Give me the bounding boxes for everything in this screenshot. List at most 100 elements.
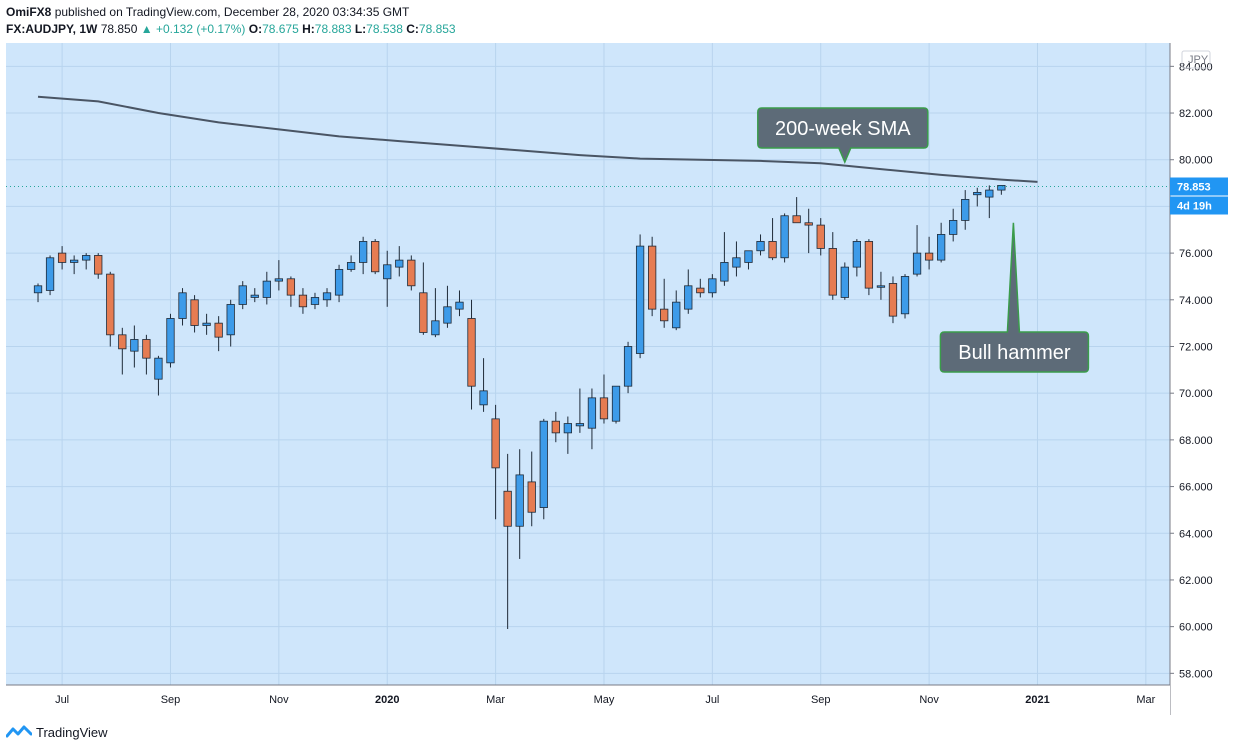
candle-body [876, 285, 886, 288]
time-axis[interactable]: Jul Sep Nov 2020 Mar May Jul Sep Nov 2021 Mar [6, 684, 1170, 715]
x-tick-label: Mar [486, 694, 505, 706]
chart-header: OmiFX8 published on TradingView.com, Dec… [6, 4, 1227, 40]
last-price-tag [1170, 177, 1228, 196]
candle-body [118, 334, 127, 350]
candle-body [888, 283, 898, 317]
candle-body [551, 420, 560, 434]
y-tick-label: 64.000 [1179, 528, 1213, 540]
chart-container[interactable]: 200-week SMA Bull hammer 58.000 60.000 62.0… [6, 43, 1228, 715]
publish-line: OmiFX8 published on TradingView.com, Dec… [6, 4, 1227, 21]
last-price: 78.850 [100, 22, 138, 36]
candlestick-chart[interactable]: 200-week SMA Bull hammer 58.000 60.000 62.0… [6, 43, 1228, 715]
candle-body [178, 292, 187, 319]
candle-body [202, 322, 211, 326]
countdown-tag-label: 4d 19h [1177, 201, 1212, 213]
candle-body [166, 318, 175, 364]
high-label: H: [302, 22, 315, 36]
candle-body [106, 273, 115, 336]
candle-body [503, 490, 512, 527]
low-label: L: [354, 22, 367, 36]
candle-body [587, 397, 597, 429]
candle-body [756, 241, 765, 252]
candle-body [961, 199, 970, 221]
candle-body [322, 292, 332, 301]
x-tick-label: Nov [919, 694, 939, 706]
candle-body [696, 287, 705, 294]
low-value: 78.538 [366, 22, 403, 36]
price-axis[interactable]: 58.000 60.000 62.000 64.000 66.000 68.000 70.0… [1169, 43, 1228, 715]
y-tick-label: 70.000 [1179, 388, 1213, 400]
candle-body [371, 241, 380, 273]
candle-body [467, 318, 476, 387]
candle-body [383, 264, 392, 280]
x-tick-label: Jul [55, 694, 69, 706]
price-change: +0.132 (+0.17%) [155, 22, 246, 36]
candle-body [190, 299, 199, 326]
y-tick-label: 62.000 [1179, 575, 1213, 587]
candle-body [660, 308, 669, 322]
candle-body [455, 301, 464, 310]
candle-body [226, 304, 235, 336]
x-tick-label: 2020 [375, 694, 399, 706]
candle-body [142, 339, 151, 359]
high-value: 78.883 [314, 22, 352, 36]
x-tick-label: Jul [705, 694, 719, 706]
candle-body [130, 339, 139, 352]
candle-body [491, 418, 500, 469]
candle-body [94, 255, 103, 275]
candle-body [949, 220, 958, 235]
candle-body [479, 390, 488, 406]
candle-body [238, 285, 247, 305]
x-tick-label: Nov [269, 694, 289, 706]
footer-brand[interactable]: TradingView [36, 724, 108, 740]
candle-body [407, 259, 416, 287]
currency-label: JPY [1188, 54, 1209, 66]
open-label: O: [248, 22, 263, 36]
candle-body [828, 248, 837, 296]
x-tick-label: Mar [1136, 694, 1155, 706]
published-text: published on TradingView.com, December 2… [54, 5, 410, 19]
sma-callout [757, 107, 929, 164]
candle-body [648, 245, 657, 310]
price-axis-bg [1170, 43, 1228, 685]
candle-body [937, 234, 946, 261]
candle-body [395, 259, 404, 268]
y-tick-label: 58.000 [1179, 668, 1213, 680]
candle-body [346, 262, 356, 270]
y-tick-label: 72.000 [1179, 341, 1213, 353]
y-tick-label: 66.000 [1179, 482, 1213, 494]
countdown-tag [1170, 196, 1228, 215]
currency-box [1181, 50, 1211, 69]
footer: TradingView [6, 720, 108, 744]
candle-body [82, 255, 91, 261]
sma-callout-label: 200-week SMA [775, 118, 911, 140]
last-price-tag-label: 78.853 [1177, 182, 1211, 194]
annotations-layer: 200-week SMA Bull hammer [757, 107, 1090, 373]
candle-body [419, 292, 428, 333]
x-tick-label: May [594, 694, 615, 706]
candle-body [599, 397, 609, 420]
candle-body [262, 280, 271, 298]
candles-layer [33, 185, 1006, 629]
candle-body [635, 245, 645, 354]
y-tick-label: 60.000 [1179, 622, 1213, 634]
candle-body [286, 278, 296, 296]
hammer-callout-label: Bull hammer [958, 342, 1071, 364]
candle-body [924, 252, 934, 261]
time-axis-bg [6, 685, 1170, 715]
candle-body [563, 423, 572, 434]
symbol-label[interactable]: FX:AUDJPY, 1W [6, 22, 98, 36]
candle-body [708, 278, 717, 294]
tradingview-logo-icon[interactable] [6, 724, 32, 740]
candle-body [816, 224, 825, 249]
candle-body [864, 241, 874, 289]
candle-body [539, 420, 548, 508]
author-name[interactable]: OmiFX8 [6, 5, 52, 19]
candle-body [985, 189, 994, 198]
candle-body [310, 297, 320, 305]
ohlc-line: FX:AUDJPY, 1W 78.850 ▲ +0.132 (+0.17%) O… [6, 21, 1227, 38]
y-tick-label: 68.000 [1179, 435, 1213, 447]
sma-layer [37, 95, 1038, 183]
candle-body [154, 357, 163, 380]
candle-body [527, 481, 536, 513]
